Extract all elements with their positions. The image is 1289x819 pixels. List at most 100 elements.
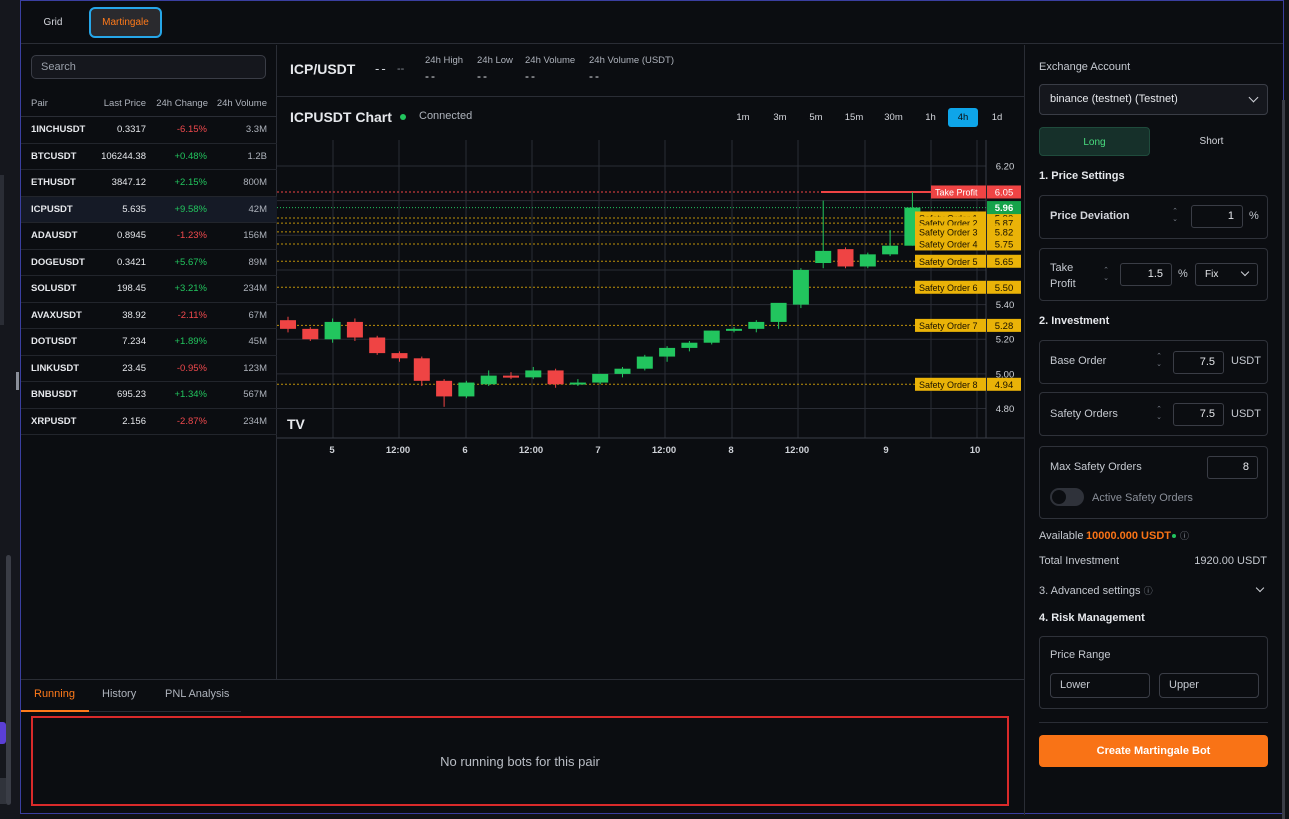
pair-24h-volume: 123M (243, 362, 267, 374)
pair-row-ethusdt[interactable]: ETHUSDT 3847.12 +2.15% 800M (21, 170, 277, 197)
pair-row-dogeusdt[interactable]: DOGEUSDT 0.3421 +5.67% 89M (21, 250, 277, 276)
connection-status: Connected (419, 110, 473, 122)
tradingview-logo-icon[interactable]: TV (287, 416, 306, 432)
pairs-table-header: Pair Last Price 24h Change 24h Volume (21, 91, 277, 117)
candle-body (525, 370, 542, 378)
safety-orders-stepper[interactable]: ⌃ ⌄ (1156, 406, 1162, 421)
tab-history[interactable]: History (102, 688, 137, 700)
advanced-settings-toggle[interactable]: 3. Advanced settings ⓘ (1039, 585, 1153, 597)
candle-body (770, 302, 787, 322)
pair-last-price: 7.234 (122, 336, 146, 347)
empty-message: No running bots for this pair (440, 753, 600, 769)
price-range-upper-input[interactable]: Upper (1159, 673, 1259, 698)
short-button[interactable]: Short (1199, 136, 1224, 147)
candle-body (302, 328, 319, 340)
outer-scrollbar[interactable] (6, 555, 11, 805)
tab-martingale[interactable]: Martingale (89, 7, 162, 38)
pair-24h-change: -2.87% (176, 415, 207, 427)
x-tick-label: 12:00 (785, 445, 809, 456)
stat-24h-low: 24h Low -- (477, 55, 513, 83)
safety-order-label: Safety Order 6 (919, 283, 978, 293)
pair-row-1inchusdt[interactable]: 1INCHUSDT 0.3317 -6.15% 3.3M (21, 117, 277, 144)
ticker-price-change: -- (397, 63, 405, 75)
section-risk-management: 4. Risk Management (1039, 612, 1145, 624)
base-order-stepper[interactable]: ⌃ ⌄ (1156, 353, 1162, 368)
price-chart[interactable]: 6.20 5.40 5.20 5.00 4.80 5 12:00 6 12:00 7 12:00 8 1… (277, 140, 1024, 470)
pair-row-xrpusdt[interactable]: XRPUSDT 2.156 -2.87% 234M (21, 409, 277, 435)
total-investment-label: Total Investment (1039, 555, 1120, 567)
take-profit-input[interactable]: 1.5 (1120, 263, 1172, 286)
timeframe-4h[interactable]: 4h (948, 108, 978, 127)
pair-row-dotusdt[interactable]: DOTUSDT 7.234 +1.89% 45M (21, 329, 277, 356)
y-tick-label: 4.80 (996, 404, 1015, 415)
pair-row-linkusdt[interactable]: LINKUSDT 23.45 -0.95% 123M (21, 356, 277, 382)
pair-last-price: 3847.12 (111, 177, 146, 188)
long-button[interactable]: Long (1039, 127, 1150, 156)
take-profit-stepper[interactable]: ⌃ ⌄ (1103, 267, 1109, 282)
take-profit-percent: % (1178, 268, 1188, 280)
timeframe-5m[interactable]: 5m (809, 112, 823, 123)
pair-row-solusdt[interactable]: SOLUSDT 198.45 +3.21% 234M (21, 276, 277, 303)
tab-pnl-analysis[interactable]: PNL Analysis (165, 688, 230, 700)
safety-orders-input[interactable]: 7.5 (1173, 403, 1224, 426)
exchange-account-select[interactable]: binance (testnet) (Testnet) (1039, 84, 1268, 115)
outer-panel-edge-2 (0, 778, 6, 804)
pair-last-price: 0.3421 (116, 256, 146, 268)
col-last-price[interactable]: Last Price (103, 98, 146, 109)
safety-order-label: Safety Order 4 (919, 239, 978, 249)
pair-symbol: DOGEUSDT (31, 256, 85, 268)
pair-row-bnbusdt[interactable]: BNBUSDT 695.23 +1.34% 567M (21, 382, 277, 409)
base-order-unit: USDT (1231, 355, 1261, 367)
total-investment-value: 1920.00 USDT (1194, 555, 1267, 567)
chevron-down-icon (1240, 267, 1250, 277)
pair-symbol: ADAUSDT (31, 230, 78, 241)
price-deviation-input[interactable]: 1 (1191, 205, 1243, 228)
pair-row-adausdt[interactable]: ADAUSDT 0.8945 -1.23% 156M (21, 223, 277, 250)
pair-24h-volume: 42M (248, 203, 267, 215)
pair-last-price: 38.92 (122, 309, 146, 321)
pair-last-price: 198.45 (116, 283, 146, 294)
pair-24h-change: +1.34% (174, 389, 208, 400)
chevron-down-icon[interactable] (1255, 583, 1265, 593)
pair-24h-change: -6.15% (176, 124, 207, 135)
timeframe-30m[interactable]: 30m (884, 112, 903, 123)
col-pair[interactable]: Pair (31, 98, 48, 109)
timeframe-15m[interactable]: 15m (844, 112, 864, 123)
pair-last-price: 0.8945 (116, 230, 146, 241)
info-icon[interactable]: ⓘ (1180, 531, 1190, 541)
pair-24h-change: +1.89% (174, 336, 208, 347)
safety-order-price: 5.50 (995, 283, 1014, 294)
balance-status-dot-icon (1172, 534, 1176, 538)
active-safety-orders-toggle[interactable] (1050, 488, 1084, 506)
take-profit-mode-select[interactable]: Fix (1195, 263, 1258, 286)
x-tick-label: 12:00 (386, 445, 410, 456)
pair-row-icpusdt[interactable]: ICPUSDT 5.635 +9.58% 42M (21, 196, 277, 223)
outer-resize-handle[interactable] (16, 372, 19, 390)
timeframe-3m[interactable]: 3m (773, 112, 787, 123)
available-value: 10000.000 USDT (1086, 530, 1171, 542)
tab-running[interactable]: Running (34, 688, 75, 700)
pair-row-avaxusdt[interactable]: AVAXUSDT 38.92 -2.11% 67M (21, 303, 277, 329)
pair-24h-volume: 1.2B (247, 150, 267, 162)
pair-last-price: 23.45 (122, 362, 146, 374)
price-deviation-stepper[interactable]: ⌃ ⌄ (1172, 208, 1178, 223)
col-24h-change[interactable]: 24h Change (156, 98, 208, 109)
safety-order-price-tag (987, 280, 1021, 294)
tab-grid[interactable]: Grid (43, 17, 63, 28)
price-range-card: Price Range Lower Upper (1039, 636, 1268, 709)
create-martingale-bot-button[interactable]: Create Martingale Bot (1039, 735, 1268, 767)
timeframe-1d[interactable]: 1d (991, 112, 1003, 123)
pair-row-btcusdt[interactable]: BTCUSDT 106244.38 +0.48% 1.2B (21, 144, 277, 170)
search-input[interactable]: Search (31, 55, 266, 79)
price-range-lower-input[interactable]: Lower (1050, 673, 1150, 698)
form-scrollbar[interactable] (1282, 100, 1285, 819)
base-order-input[interactable]: 7.5 (1173, 351, 1224, 374)
timeframe-1h[interactable]: 1h (925, 112, 936, 123)
y-tick-label: 5.20 (996, 335, 1015, 346)
timeframe-1m[interactable]: 1m (736, 112, 750, 123)
pair-symbol: LINKUSDT (31, 362, 80, 374)
candle-body (592, 373, 609, 383)
pair-24h-volume: 567M (243, 389, 267, 400)
max-safety-orders-input[interactable]: 8 (1207, 456, 1258, 479)
col-24h-volume[interactable]: 24h Volume (216, 98, 267, 109)
